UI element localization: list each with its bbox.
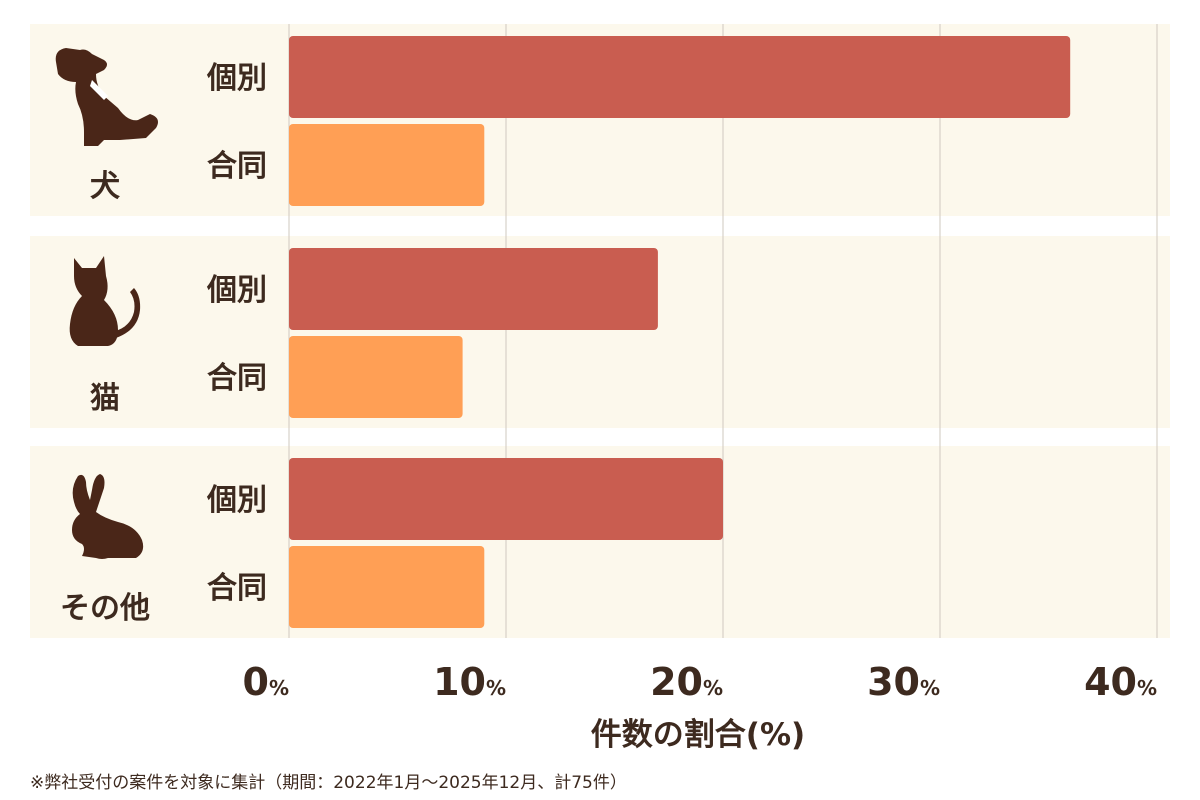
cat-icon [69, 256, 141, 346]
x-tick-label: 10% [433, 660, 506, 704]
bar-category-label: 個別 [206, 61, 267, 96]
bar [289, 36, 1071, 118]
group-label: 猫 [90, 381, 120, 416]
bar [289, 546, 485, 628]
dog-icon [55, 48, 158, 146]
bar [289, 336, 463, 418]
x-tick-label: 40% [1084, 660, 1157, 704]
rabbit-icon [72, 474, 144, 559]
bar [289, 124, 485, 206]
bar [289, 248, 658, 330]
group-label: 犬 [90, 169, 120, 204]
bar-category-label: 合同 [207, 149, 267, 184]
bar-category-label: 合同 [207, 361, 267, 396]
x-tick-label: 30% [867, 660, 940, 704]
bar-category-label: 合同 [207, 571, 267, 606]
bar-category-label: 個別 [206, 273, 267, 308]
group-label: その他 [60, 591, 150, 626]
bar [289, 458, 723, 540]
x-axis-label: 件数の割合(%) [591, 717, 805, 753]
footnote: ※弊社受付の案件を対象に集計（期間：2022年1月〜2025年12月、計75件） [30, 773, 627, 793]
bar-category-label: 個別 [206, 483, 267, 518]
x-tick-label: 0% [243, 660, 290, 704]
x-tick-label: 20% [650, 660, 723, 704]
